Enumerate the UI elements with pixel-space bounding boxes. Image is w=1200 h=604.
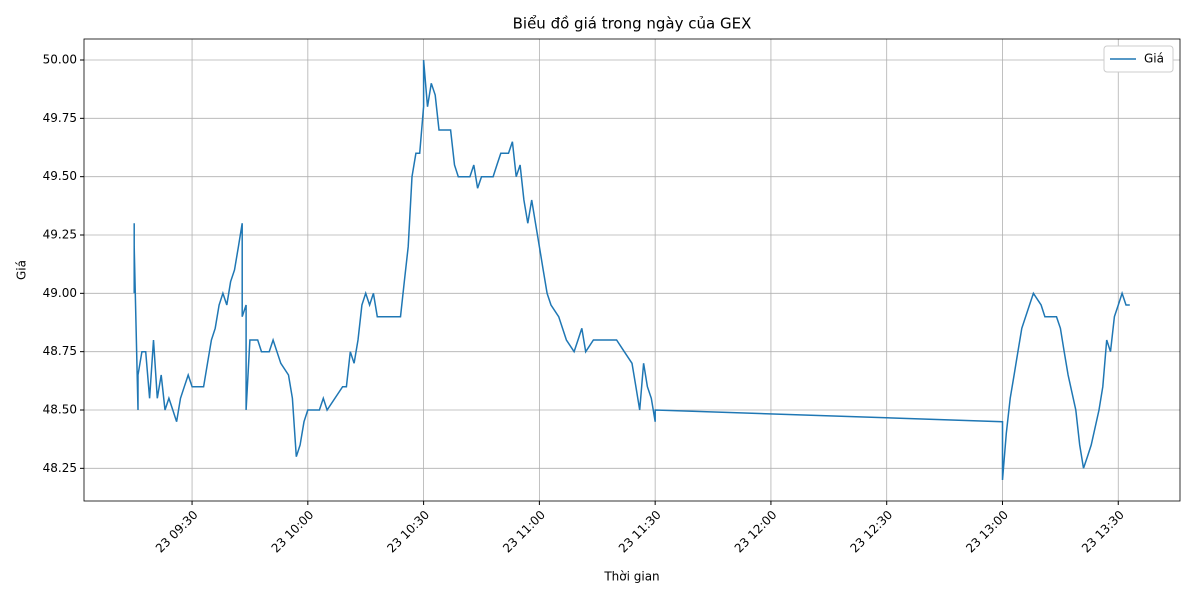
y-tick-label: 49.75: [43, 111, 77, 125]
y-tick-label: 49.00: [43, 286, 77, 300]
price-line: [133, 59, 1130, 481]
x-tick-label: 23 12:30: [847, 508, 895, 556]
x-tick-label: 23 13:00: [963, 508, 1011, 556]
legend-label: Giá: [1144, 52, 1164, 66]
x-tick-label: 23 11:30: [616, 508, 664, 556]
x-tick-label: 23 11:00: [500, 508, 548, 556]
x-tick-label: 23 10:00: [269, 508, 317, 556]
x-tick-label: 23 13:30: [1079, 508, 1127, 556]
legend-box: [1103, 45, 1174, 73]
y-tick-label: 48.25: [43, 461, 77, 475]
y-tick-label: 48.50: [43, 403, 77, 417]
y-tick-label: 49.25: [43, 228, 77, 242]
x-tick-label: 23 10:30: [384, 508, 432, 556]
x-tick-label: 23 12:00: [732, 508, 780, 556]
chart-title: Biểu đồ giá trong ngày của GEX: [513, 15, 752, 33]
x-tick-label: 23 09:30: [153, 508, 201, 556]
y-axis-label: Giá: [15, 260, 29, 280]
plot-frame: [83, 38, 1181, 502]
y-tick-label: 50.00: [43, 53, 77, 67]
y-tick-label: 48.75: [43, 344, 77, 358]
y-tick-label: 49.50: [43, 169, 77, 183]
x-axis-label: Thời gian: [603, 570, 659, 584]
